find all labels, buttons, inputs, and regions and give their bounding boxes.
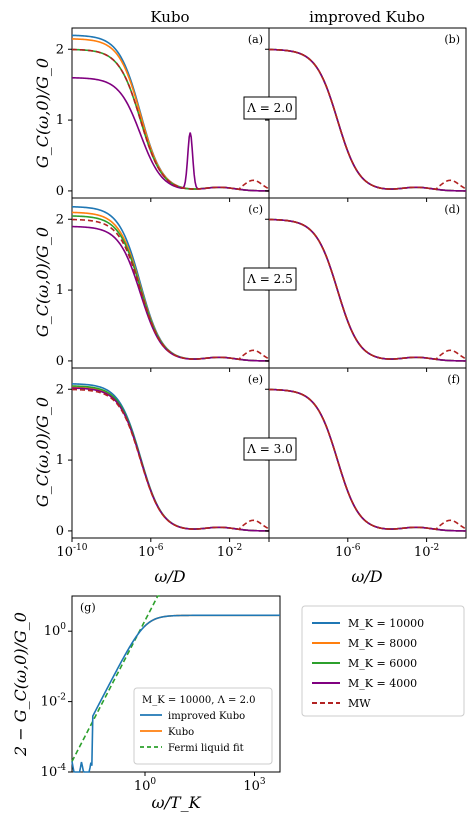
inset-y-tick-label: 10-2 [41,693,66,710]
series-line-m-k-10000 [268,48,467,192]
lambda-box-2: Λ = 2.5 [243,267,297,291]
inset-x-tick-label: 100 [134,777,157,794]
y-tick-label: 2 [56,382,64,397]
main-legend: M_K = 10000 M_K = 8000 M_K = 6000 M_K = 400… [301,605,465,717]
legend-label: M_K = 10000 [348,617,424,630]
y-tick-label: 0 [56,184,64,199]
series-line-m-k-6000 [268,388,467,532]
x-tick-label: 10-6 [335,543,361,560]
panel-tag: (f) [447,373,460,386]
y-tick-label: 0 [56,524,64,539]
y-axis-label-row-1: G_C(ω,0)/G_0 [33,58,52,168]
series-line-m-k-6000 [71,385,270,532]
inset-legend-title: M_K = 10000, Λ = 2.0 [142,695,255,706]
y-axis-label: G_C(ω,0)/G_0 [33,227,52,337]
series-line-m-k-4000 [71,225,270,362]
panel-a: (a) 0 1 2 [56,27,270,202]
series-line-mw [268,218,467,361]
inset-y-tick-label: 100 [44,622,67,639]
x-axis-label-right: ω/D [351,567,382,586]
panel-g: 100 103 10-4 10-2 100 (g) M_K = 10000, Λ = 2.0… [41,595,281,794]
series-line-mw [268,48,467,191]
y-tick-label: 2 [56,42,64,57]
series-line-m-k-10000 [268,388,467,532]
x-tick-label: 10-2 [217,543,242,560]
lambda-box-3: Λ = 3.0 [243,437,297,461]
inset-legend: M_K = 10000, Λ = 2.0 improved Kubo Kubo Fer… [133,687,273,765]
series-line-m-k-4000 [268,218,467,362]
panel-tag: (b) [444,33,460,46]
inset-y-axis-label: 2 − G_C(ω,0)/G_0 [11,612,30,757]
panel-c: (c) 0 1 2 [56,197,270,372]
panel-tag: (e) [248,373,263,386]
series-line-m-k-4000 [71,76,270,192]
series-line-m-k-10000 [268,218,467,362]
inset-y-tick-label: 10-4 [41,763,67,780]
x-tick-label: 10-6 [138,543,164,560]
legend-label: M_K = 4000 [348,677,417,690]
y-axis-label-row-2: G_C(ω,0)/G_0 [33,227,52,337]
y-axis-label-row-3: G_C(ω,0)/G_0 [33,397,52,507]
y-tick-label: 2 [56,212,64,227]
panel-frame [71,197,270,369]
panel-e: (e) 0 1 2 10-10 10-6 10-2 [56,367,270,560]
y-axis-label: G_C(ω,0)/G_0 [33,397,52,507]
column-title-improved-kubo: improved Kubo [309,8,425,26]
series-line-mw [268,388,467,531]
panel-d: (d) [265,197,467,372]
lambda-box-1: Λ = 2.0 [243,96,297,120]
series-line-m-k-8000 [268,48,467,192]
series-line-m-k-10000 [71,34,270,192]
series-line-m-k-6000 [71,215,270,362]
panel-b: (b) [265,27,467,202]
panel-frame [71,367,270,539]
series-line-m-k-4000 [268,48,467,192]
inset-legend-label: Kubo [168,727,194,738]
inset-y-label: 2 − G_C(ω,0)/G_0 [11,612,30,757]
lambda-label: Λ = 2.5 [246,272,292,286]
series-line-mw [71,218,270,361]
series-line-m-k-8000 [71,38,270,192]
panel-f: (f) 10-6 10-2 [265,367,467,560]
panel-tag: (d) [444,203,460,216]
x-tick-label: 10-2 [414,543,439,560]
legend-label: M_K = 8000 [348,637,417,650]
y-tick-label: 1 [56,113,64,128]
series-line-m-k-6000 [268,48,467,192]
y-tick-label: 0 [56,354,64,369]
main-legend-frame [301,605,465,717]
inset-x-tick-label: 103 [243,777,266,794]
series-line-m-k-8000 [71,386,270,532]
inset-legend-label: Fermi liquid fit [168,743,244,754]
series-line-m-k-6000 [268,218,467,362]
series-line-m-k-8000 [268,218,467,362]
legend-label: M_K = 6000 [348,657,417,670]
inset-frame [71,595,281,773]
x-axis-label-left: ω/D [154,567,185,586]
inset-x-axis-label: ω/T_K [151,793,201,812]
panel-tag: (g) [80,601,96,614]
series-line-m-k-6000 [71,48,270,192]
inset-legend-frame [133,687,273,765]
lambda-label: Λ = 3.0 [246,442,292,456]
series-line-m-k-4000 [71,387,270,532]
x-tick-label: 10-10 [56,543,87,560]
series-line-m-k-4000 [268,388,467,532]
series-line-m-k-8000 [71,211,270,362]
series-line-mw [71,48,270,191]
y-tick-label: 1 [56,453,64,468]
lambda-label: Λ = 2.0 [246,101,292,115]
series-line-improved-kubo [71,614,280,773]
y-axis-label: G_C(ω,0)/G_0 [33,58,52,168]
panel-tag: (c) [248,203,263,216]
panel-tag: (a) [248,33,263,46]
series-line-m-k-8000 [268,388,467,532]
y-tick-label: 1 [56,283,64,298]
series-line-m-k-10000 [71,383,270,532]
series-line-mw [71,388,270,531]
inset-legend-label: improved Kubo [168,711,245,722]
legend-label: MW [348,697,371,710]
column-title-kubo: Kubo [150,8,189,26]
